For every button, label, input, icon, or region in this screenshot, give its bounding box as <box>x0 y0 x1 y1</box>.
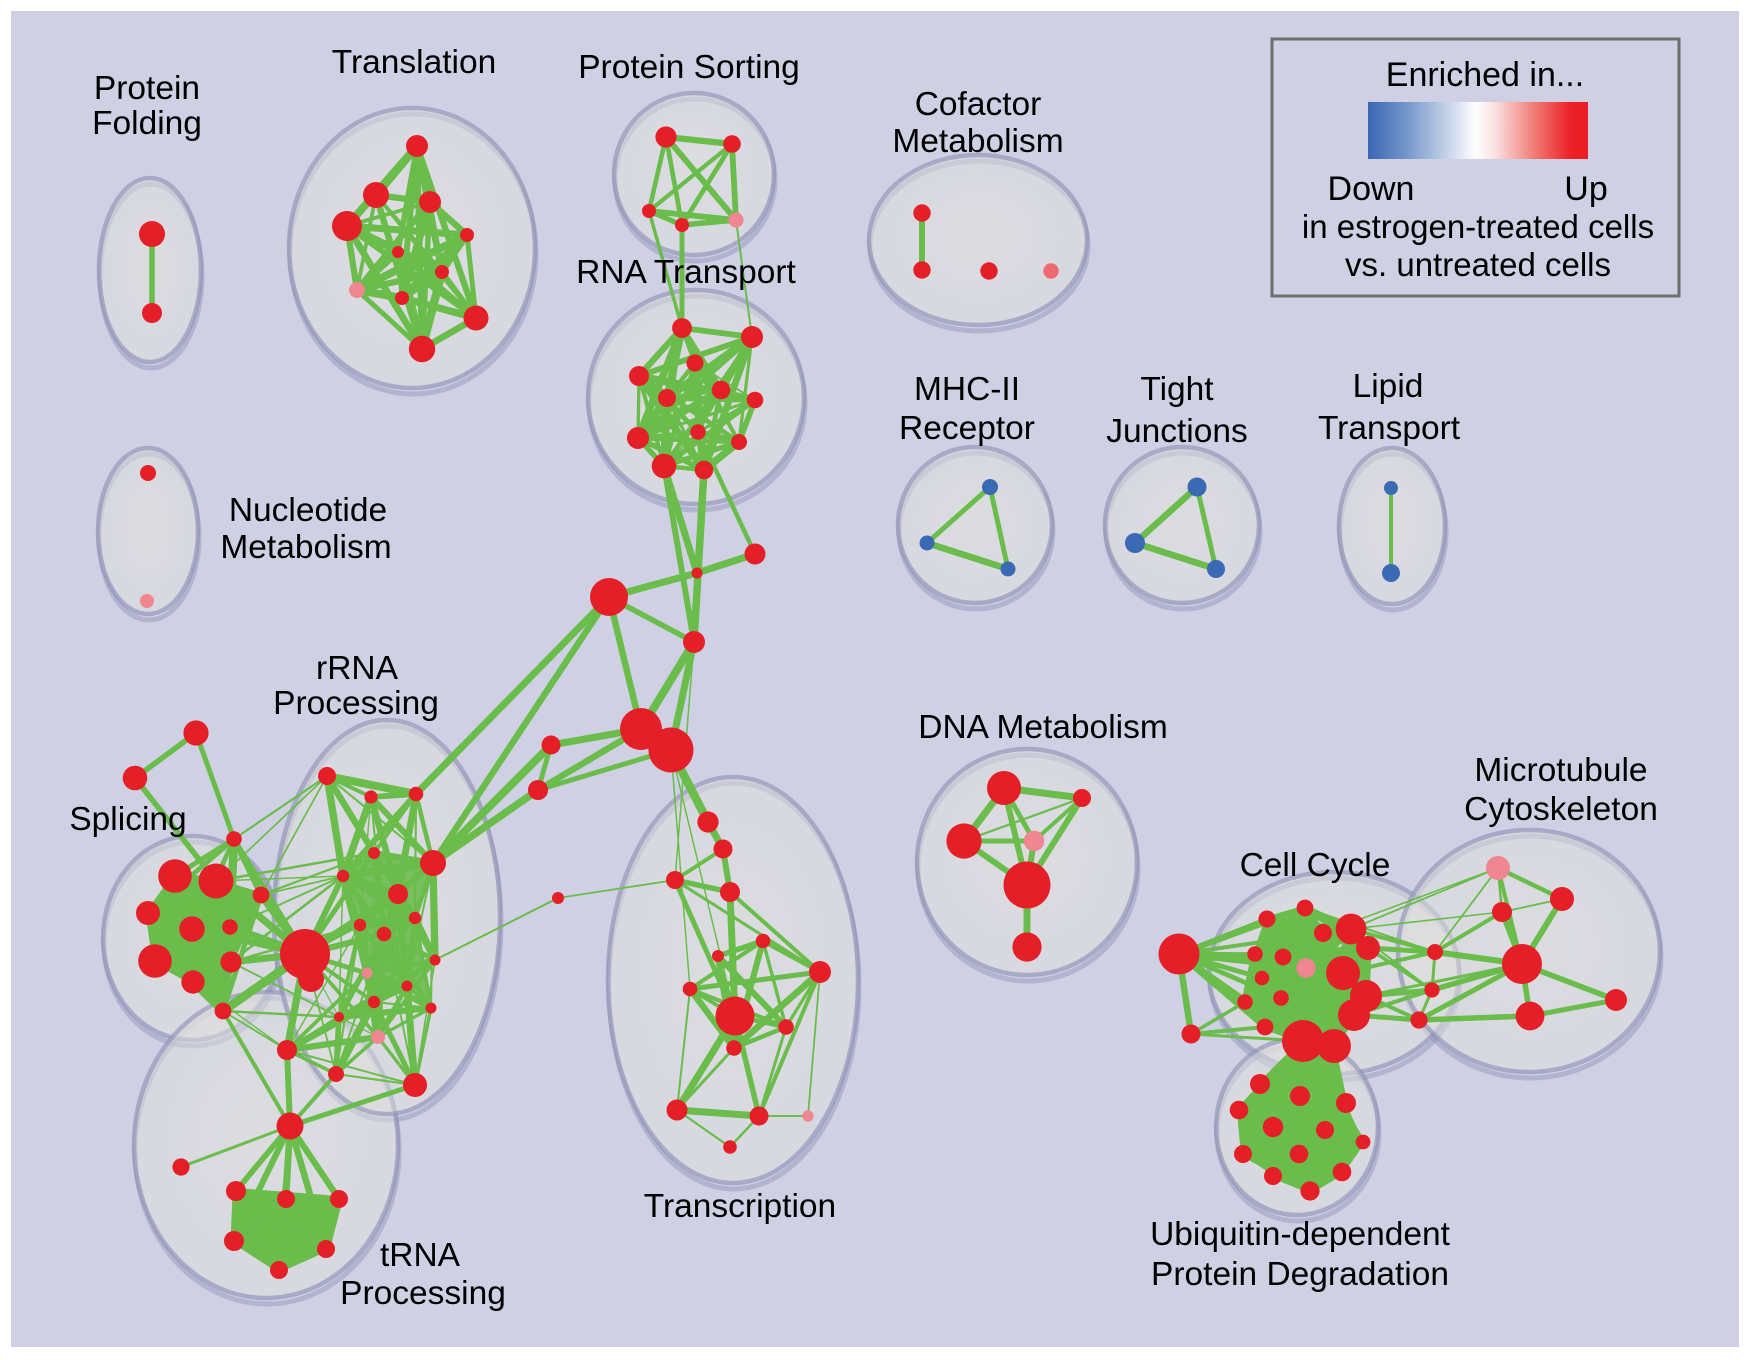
svg-text:Enriched in...: Enriched in... <box>1386 56 1584 94</box>
svg-text:Translation: Translation <box>332 44 496 81</box>
svg-text:Cytoskeleton: Cytoskeleton <box>1464 791 1658 828</box>
svg-text:Cofactor: Cofactor <box>915 86 1042 123</box>
svg-text:Processing: Processing <box>340 1275 506 1312</box>
svg-text:Transcription: Transcription <box>644 1188 836 1225</box>
svg-text:Processing: Processing <box>273 685 439 722</box>
svg-text:Tight: Tight <box>1140 371 1214 408</box>
svg-text:Nucleotide: Nucleotide <box>229 492 387 529</box>
svg-text:Receptor: Receptor <box>899 410 1035 447</box>
svg-text:Junctions: Junctions <box>1106 413 1248 450</box>
svg-text:vs. untreated cells: vs. untreated cells <box>1345 246 1611 283</box>
svg-text:Protein: Protein <box>94 70 200 107</box>
svg-text:Transport: Transport <box>1318 410 1461 447</box>
svg-text:in estrogen-treated cells: in estrogen-treated cells <box>1302 208 1654 245</box>
svg-text:Microtubule: Microtubule <box>1474 752 1647 789</box>
svg-text:Down: Down <box>1328 170 1415 208</box>
svg-text:Cell Cycle: Cell Cycle <box>1240 847 1391 884</box>
svg-text:Ubiquitin-dependent: Ubiquitin-dependent <box>1150 1216 1451 1253</box>
svg-text:tRNA: tRNA <box>380 1237 461 1274</box>
svg-text:Folding: Folding <box>92 105 202 142</box>
svg-text:Protein Sorting: Protein Sorting <box>578 49 800 86</box>
svg-text:RNA Transport: RNA Transport <box>576 254 796 291</box>
svg-text:Protein Degradation: Protein Degradation <box>1151 1256 1449 1293</box>
svg-text:DNA Metabolism: DNA Metabolism <box>918 709 1167 746</box>
svg-text:Splicing: Splicing <box>69 801 186 838</box>
svg-text:Metabolism: Metabolism <box>220 529 391 566</box>
svg-text:MHC-II: MHC-II <box>914 371 1020 408</box>
svg-text:rRNA: rRNA <box>316 650 399 687</box>
svg-text:Up: Up <box>1564 170 1607 208</box>
svg-text:Metabolism: Metabolism <box>892 123 1063 160</box>
svg-text:Lipid: Lipid <box>1353 368 1424 405</box>
